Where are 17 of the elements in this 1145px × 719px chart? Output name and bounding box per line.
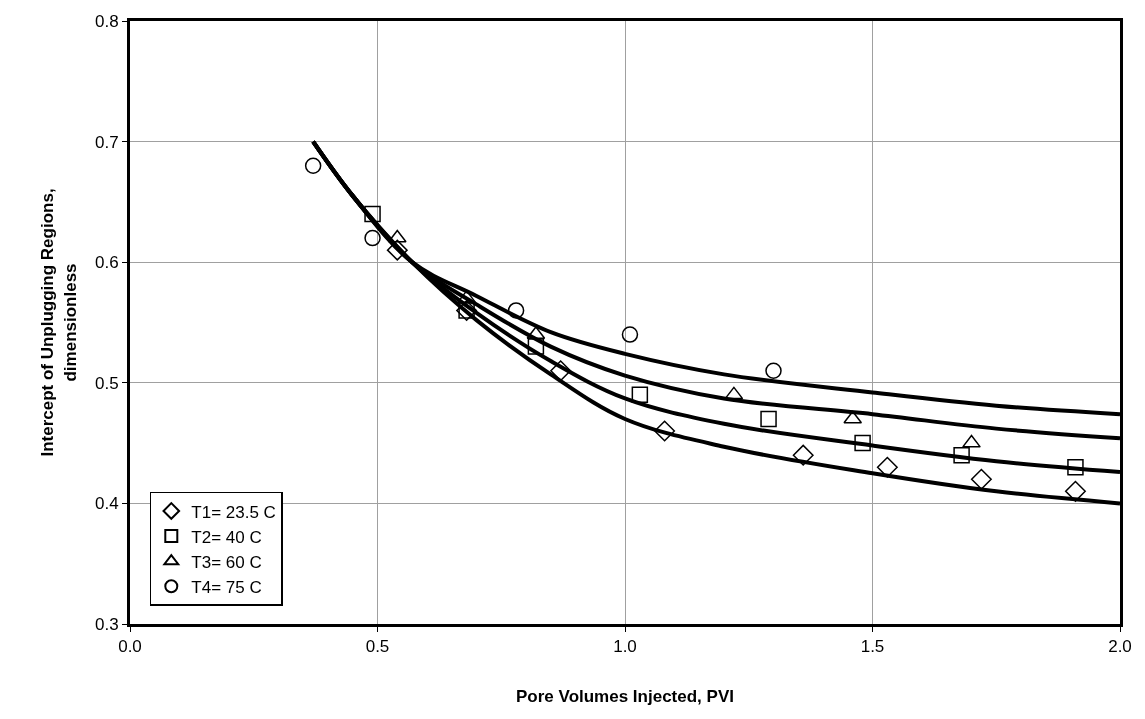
x-axis-title: Pore Volumes Injected, PVI — [516, 686, 734, 706]
x-tick-label: 0.5 — [365, 637, 390, 657]
y-tick-label: 0.6 — [94, 253, 119, 273]
y-tick-label: 0.8 — [94, 11, 119, 31]
x-tick-label: 2.0 — [1108, 637, 1132, 657]
legend-label: T3= 60 C — [191, 552, 262, 572]
legend-label: T1= 23.5 C — [191, 502, 276, 522]
x-tick-label: 0.0 — [118, 637, 142, 657]
y-tick-label: 0.3 — [94, 614, 119, 634]
x-tick-label: 1.5 — [860, 637, 885, 657]
legend-label: T4= 75 C — [191, 577, 262, 597]
x-tick-label: 1.0 — [613, 637, 637, 657]
y-tick-label: 0.5 — [94, 373, 119, 393]
y-axis-title: Intercept of Unplugging Regions, dimensionless — [38, 188, 80, 457]
legend-label: T2= 40 C — [191, 527, 262, 547]
y-tick-label: 0.4 — [94, 494, 119, 514]
y-tick-label: 0.7 — [94, 132, 119, 152]
